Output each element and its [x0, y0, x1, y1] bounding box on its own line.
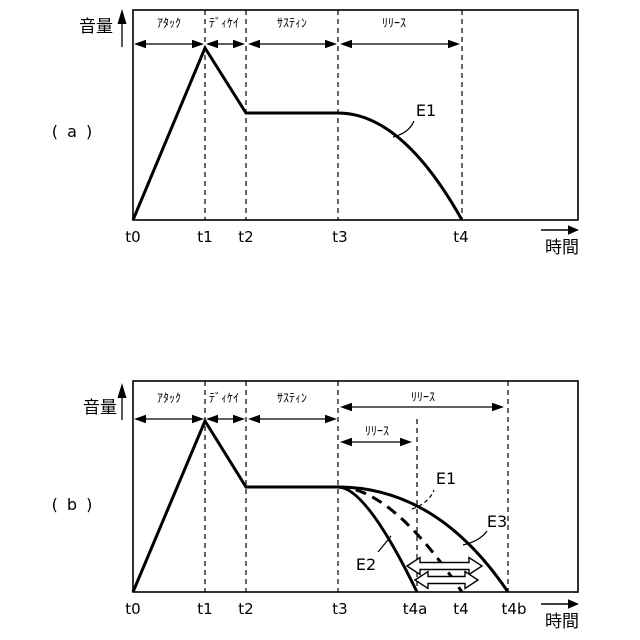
panel-b-t4a-tick: t4a: [403, 600, 428, 618]
panel-b-e2-label: E2: [356, 555, 376, 574]
panel-b-envelope-common-curve: [131, 417, 338, 593]
panel-b-t1-tick: t1: [197, 600, 212, 618]
panel-a-t2-tick: t2: [238, 228, 253, 246]
panel-b-t3-tick: t3: [332, 600, 347, 618]
panel-b-decay-label: ﾃﾞｨｹｲ: [209, 391, 239, 405]
panel-b: ( b ) 音量 ｱﾀｯｸ ﾃﾞｨｹｲ ｻｽﾃｨﾝ ﾘﾘｰｽ ﾘﾘｰｽ: [52, 380, 579, 632]
panel-b-shift-arrow-upper: [405, 556, 484, 576]
panel-a-time-axis-label: 時間: [545, 238, 579, 258]
panel-a-sustain-span-arrow: [248, 39, 337, 49]
panel-a-tag: ( a ): [52, 122, 94, 141]
panel-a-envelope-curve-e1: [131, 44, 464, 221]
panel-b-release-short-span-arrow: [340, 437, 412, 447]
panel-b-release-short-label: ﾘﾘｰｽ: [365, 424, 389, 438]
panel-a-dashed-gridlines: [204, 10, 463, 220]
panel-b-curve-e1-dashed: [337, 485, 464, 593]
panel-b-time-axis-label: 時間: [545, 612, 579, 632]
panel-b-attack-label: ｱﾀｯｸ: [157, 391, 181, 405]
panel-b-curve-e2: [337, 485, 419, 593]
panel-b-t0-tick: t0: [125, 600, 140, 618]
panel-b-plot-box: [132, 380, 579, 593]
panel-a-t3-tick: t3: [332, 228, 347, 246]
panel-a-volume-axis-label: 音量: [79, 17, 113, 37]
panel-a-attack-span-arrow: [134, 39, 204, 49]
panel-b-volume-axis-arrow: [117, 383, 127, 420]
panel-b-attack-span-arrow: [134, 414, 204, 424]
panel-a-e1-leader: [392, 120, 415, 138]
panel-b-release-long-span-arrow: [340, 402, 504, 412]
panel-a-t1-tick: t1: [197, 228, 212, 246]
panel-b-e1-leader: [411, 489, 435, 510]
panel-a-release-span-arrow: [340, 39, 460, 49]
panel-a-sustain-label: ｻｽﾃｨﾝ: [277, 16, 307, 30]
panel-b-e3-leader: [462, 530, 488, 546]
panel-a-release-label: ﾘﾘｰｽ: [382, 16, 406, 30]
panel-a-t4-tick: t4: [453, 228, 468, 246]
panel-a-decay-span-arrow: [206, 39, 245, 49]
panel-b-volume-axis-label: 音量: [83, 398, 117, 418]
panel-b-sustain-label: ｻｽﾃｨﾝ: [277, 391, 307, 405]
panel-a-volume-axis-arrow: [117, 9, 127, 47]
panel-b-e1-label: E1: [436, 469, 456, 488]
panel-b-sustain-span-arrow: [248, 414, 337, 424]
panel-a-attack-label: ｱﾀｯｸ: [157, 16, 181, 30]
panel-a-e1-label: E1: [416, 101, 436, 120]
panel-a-t0-tick: t0: [125, 228, 140, 246]
panel-b-t4b-tick: t4b: [502, 600, 527, 618]
panel-b-tag: ( b ): [52, 495, 95, 514]
panel-b-e3-label: E3: [487, 512, 507, 531]
panel-b-release-long-label: ﾘﾘｰｽ: [411, 390, 435, 404]
panel-a-time-axis-arrow: [541, 225, 579, 235]
panel-a-plot-box: [132, 9, 579, 221]
panel-b-curve-e3: [337, 485, 510, 593]
panel-a-decay-label: ﾃﾞｨｹｲ: [209, 16, 239, 30]
panel-b-shift-arrow-lower: [413, 570, 480, 590]
panel-b-t4-tick: t4: [453, 600, 468, 618]
panel-b-t2-tick: t2: [238, 600, 253, 618]
panel-b-decay-span-arrow: [206, 414, 245, 424]
panel-a: ( a ) 音量 ｱﾀｯｸ ﾃﾞｨｹｲ ｻｽﾃｨﾝ ﾘﾘｰｽ: [52, 9, 579, 258]
panel-b-e2-leader: [377, 535, 392, 553]
panel-b-time-axis-arrow: [541, 599, 579, 609]
